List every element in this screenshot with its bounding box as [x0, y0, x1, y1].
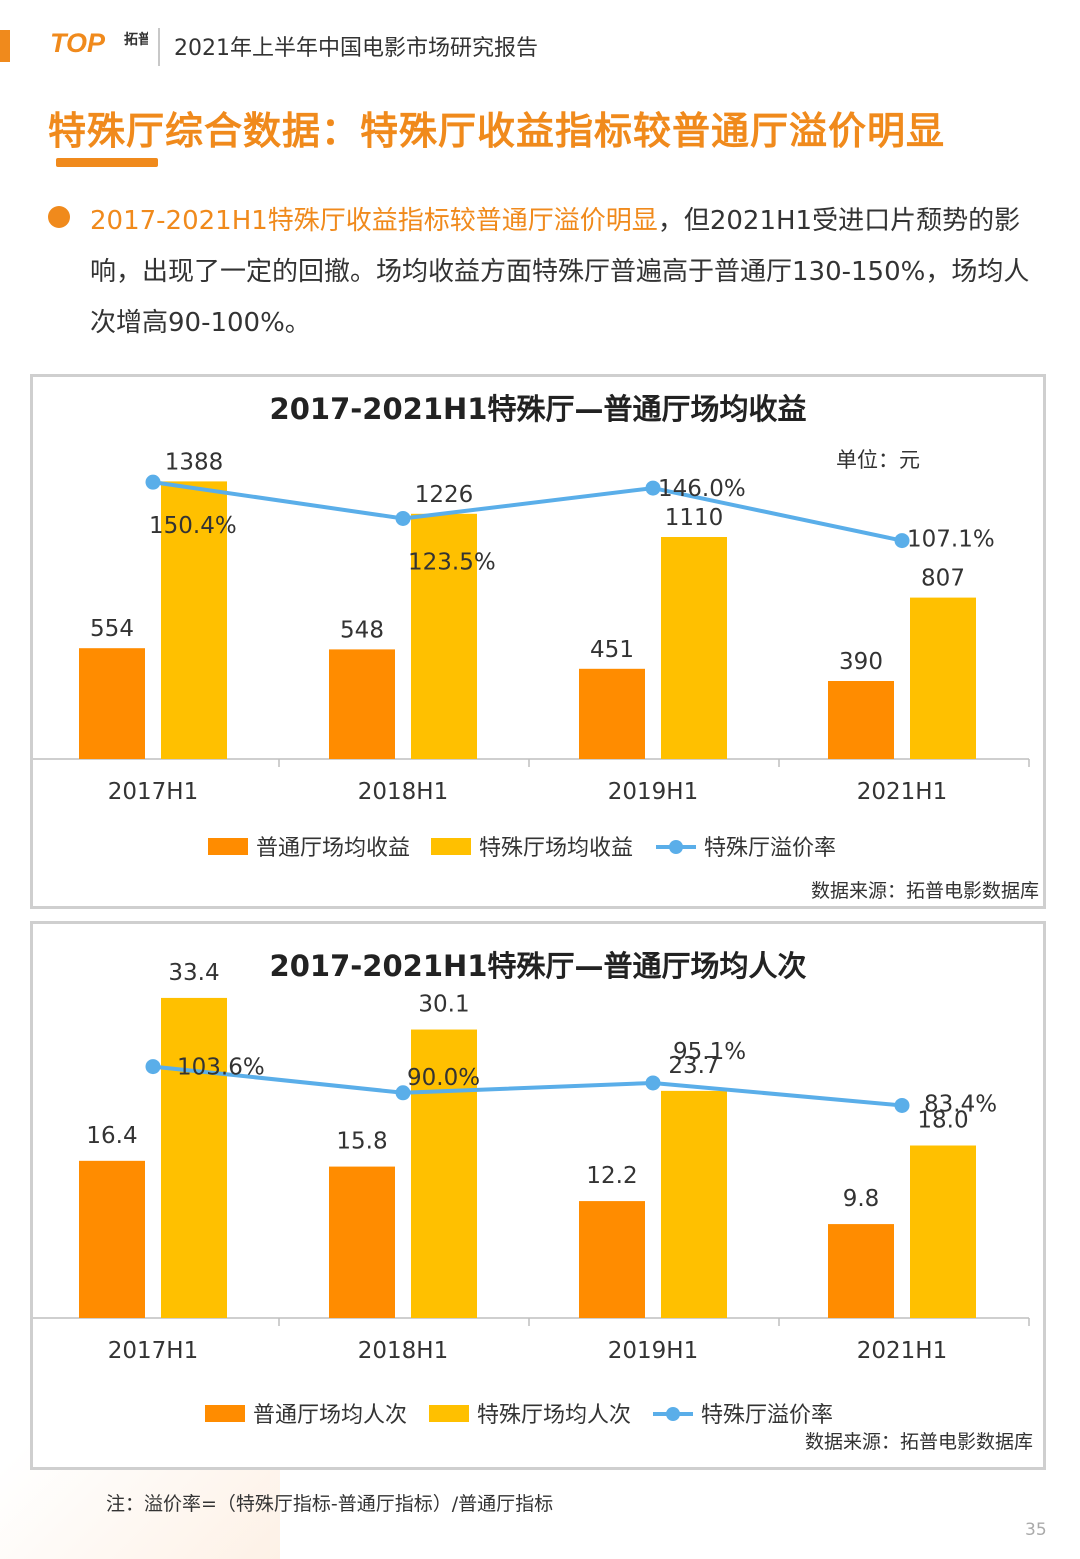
attendance-chart: 2017-2021H1特殊厅—普通厅场均人次 16.4 15.8 12.2 9.8 33.… — [33, 949, 1033, 1453]
premium-point — [145, 474, 161, 490]
bar-value-label: 1388 — [165, 449, 224, 475]
legend-label: 特殊厅溢价率 — [704, 836, 836, 861]
revenue-chart-panel: 2017-2021H1特殊厅—普通厅场均收益单位：元 554 548 451 390 13… — [30, 374, 1046, 909]
bar-value-label: 30.1 — [418, 992, 469, 1018]
category-label: 2019H1 — [608, 1338, 698, 1364]
bar-regular — [329, 1166, 395, 1318]
bar-value-label: 12.2 — [586, 1163, 637, 1189]
bar-value-label: 390 — [839, 649, 883, 675]
bar-value-label: 15.8 — [336, 1129, 387, 1155]
legend-swatch-special — [429, 1405, 469, 1422]
premium-value-label: 107.1% — [907, 527, 995, 553]
premium-point — [395, 510, 411, 526]
source-note: 数据来源：拓普电影数据库 — [811, 880, 1039, 902]
page-title: 特殊厅综合数据：特殊厅收益指标较普通厅溢价明显 — [48, 109, 946, 153]
top-logo: TOP 拓普 — [50, 28, 148, 58]
bar-special — [411, 513, 477, 759]
attendance-chart-panel: 2017-2021H1特殊厅—普通厅场均人次 16.4 15.8 12.2 9.8 33.… — [30, 921, 1046, 1470]
bar-regular — [329, 649, 395, 759]
category-label: 2017H1 — [108, 779, 198, 805]
bar-special — [910, 1145, 976, 1318]
svg-text:拓普: 拓普 — [124, 31, 148, 48]
bar-regular — [79, 648, 145, 759]
bar-value-label: 554 — [90, 616, 134, 642]
premium-value-label: 123.5% — [408, 549, 496, 575]
bar-value-label: 9.8 — [843, 1186, 880, 1212]
bar-special — [161, 481, 227, 759]
bar-value-label: 33.4 — [168, 960, 219, 986]
bar-special — [411, 1029, 477, 1318]
bar-special — [161, 997, 227, 1318]
premium-line — [152, 480, 903, 543]
bar-value-label: 1226 — [415, 482, 474, 508]
bullet-icon — [48, 206, 70, 228]
bar-special — [910, 597, 976, 759]
premium-value-label: 103.6% — [177, 1055, 265, 1081]
bar-value-label: 451 — [590, 637, 634, 663]
legend-swatch-special — [431, 838, 471, 855]
footnote: 注：溢价率=（特殊厅指标-普通厅指标）/普通厅指标 — [106, 1493, 554, 1515]
premium-point — [645, 480, 661, 496]
legend-label: 普通厅场均人次 — [253, 1403, 407, 1428]
svg-text:TOP: TOP — [50, 28, 106, 58]
premium-point — [145, 1059, 161, 1075]
premium-line — [152, 1064, 903, 1108]
bar-value-label: 23.7 — [668, 1053, 719, 1079]
category-label: 2021H1 — [857, 779, 947, 805]
premium-value-label: 146.0% — [658, 476, 746, 502]
chart-title: 2017-2021H1特殊厅—普通厅场均收益 — [270, 392, 807, 426]
bar-special — [661, 1090, 727, 1318]
bar-special — [661, 537, 727, 759]
premium-value-label: 90.0% — [407, 1065, 480, 1091]
source-note: 数据来源：拓普电影数据库 — [805, 1431, 1033, 1453]
premium-value-label: 95.1% — [673, 1039, 746, 1065]
bar-value-label: 16.4 — [86, 1123, 137, 1149]
summary-highlight: 2017-2021H1特殊厅收益指标较普通厅溢价明显 — [90, 206, 658, 236]
bar-regular — [579, 1201, 645, 1318]
premium-point — [395, 1085, 411, 1101]
legend-label: 特殊厅溢价率 — [701, 1403, 833, 1428]
legend-label: 特殊厅场均人次 — [477, 1403, 631, 1428]
legend-swatch-point — [669, 840, 683, 854]
bar-value-label: 548 — [340, 617, 384, 643]
report-title: 2021年上半年中国电影市场研究报告 — [174, 36, 538, 61]
legend-swatch-regular — [208, 838, 248, 855]
header-divider — [158, 28, 160, 66]
bar-regular — [79, 1160, 145, 1318]
bar-value-label: 18.0 — [917, 1108, 968, 1134]
bar-regular — [579, 668, 645, 759]
legend-swatch-regular — [205, 1405, 245, 1422]
premium-value-label: 83.4% — [924, 1091, 997, 1117]
page-number: 35 — [1025, 1520, 1047, 1540]
premium-point — [894, 533, 910, 549]
category-label: 2019H1 — [608, 779, 698, 805]
legend-swatch-point — [666, 1407, 680, 1421]
bar-regular — [828, 1224, 894, 1318]
bar-regular — [828, 681, 894, 759]
category-label: 2018H1 — [358, 1338, 448, 1364]
category-label: 2021H1 — [857, 1338, 947, 1364]
left-accent-bar — [0, 30, 10, 62]
legend-label: 特殊厅场均收益 — [479, 836, 633, 861]
bar-value-label: 1110 — [665, 505, 724, 531]
bar-value-label: 807 — [921, 566, 965, 592]
summary-rest: ，但2021H1受进口片颓势的影响，出现了一定的回撤。场均收益方面特殊厅普遍高于… — [90, 206, 1030, 338]
title-underline — [56, 158, 158, 167]
premium-point — [645, 1075, 661, 1091]
premium-value-label: 150.4% — [149, 513, 237, 539]
category-label: 2018H1 — [358, 779, 448, 805]
summary-text: 2017-2021H1特殊厅收益指标较普通厅溢价明显，但2021H1受进口片颓势… — [90, 196, 1045, 349]
category-label: 2017H1 — [108, 1338, 198, 1364]
legend-label: 普通厅场均收益 — [256, 836, 410, 861]
chart-title: 2017-2021H1特殊厅—普通厅场均人次 — [270, 949, 807, 983]
premium-point — [894, 1097, 910, 1113]
unit-label: 单位：元 — [836, 448, 920, 472]
